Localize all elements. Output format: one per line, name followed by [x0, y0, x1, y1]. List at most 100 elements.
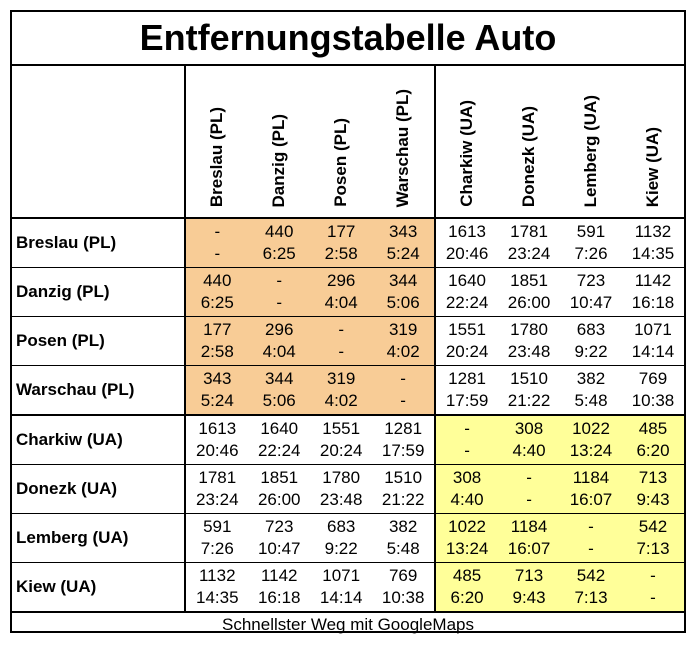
travel-time: 5:24: [200, 391, 234, 410]
distance-cell: 1780 23:48: [498, 316, 561, 366]
distance-cell: 1780 23:48: [310, 464, 373, 514]
distance-cell: 769 10:38: [372, 562, 437, 613]
distance-km: 308: [452, 468, 482, 487]
distance-km: 177: [326, 222, 356, 241]
distance-cell: 1184 16:07: [560, 464, 622, 514]
distance-cell: 319 4:02: [310, 365, 373, 416]
travel-time: 16:18: [631, 293, 675, 312]
distance-cell: 344 5:06: [248, 365, 311, 416]
travel-time: 20:46: [196, 441, 239, 460]
travel-time: 9:43: [512, 588, 546, 607]
travel-time: 7:13: [574, 588, 608, 607]
distance-km: 1613: [198, 419, 237, 438]
travel-time: 4:02: [386, 342, 420, 361]
travel-time: 4:40: [512, 441, 546, 460]
distance-cell: 485 6:20: [621, 415, 684, 465]
travel-time: 16:07: [507, 539, 551, 558]
travel-time: 22:24: [257, 441, 301, 460]
distance-km: 1142: [260, 566, 298, 585]
distance-cell: 1142 16:18: [621, 267, 684, 317]
row-header: Posen (PL): [12, 316, 187, 366]
distance-km: 296: [265, 320, 294, 339]
distance-km: -: [464, 419, 470, 438]
travel-time: -: [400, 391, 406, 410]
travel-time: 21:22: [507, 391, 551, 410]
distance-cell: 319 4:02: [372, 316, 437, 366]
distance-cell: 1281 17:59: [372, 415, 437, 465]
travel-time: 17:59: [381, 441, 425, 460]
travel-time: 2:58: [200, 342, 234, 361]
distance-cell: --: [498, 464, 561, 514]
distance-cell: 344 5:06: [372, 267, 437, 317]
distance-cell: 177 2:58: [185, 316, 249, 366]
distance-km: 1022: [572, 419, 610, 438]
distance-km: -: [276, 271, 283, 290]
page-title: Entfernungstabelle Auto: [12, 12, 684, 66]
distance-km: 177: [203, 320, 232, 339]
distance-cell: 1281 17:59: [435, 365, 499, 416]
travel-time: 13:24: [569, 441, 613, 460]
distance-cell: 1613 20:46: [185, 415, 249, 465]
distance-km: 713: [514, 566, 544, 585]
distance-cell: 1022 13:24: [435, 513, 499, 563]
distance-cell: 1781 23:24: [498, 218, 561, 268]
travel-time: 10:47: [569, 293, 613, 312]
distance-grid: Breslau (PL) Danzig (PL) Posen (PL) Warscha…: [12, 66, 684, 613]
header-row: Breslau (PL) Danzig (PL) Posen (PL) Warscha…: [12, 66, 684, 219]
distance-km: 319: [326, 369, 356, 388]
table-row: Kiew (UA) 1132 14:35 1142 16:18 1071 14:14 769 1…: [12, 562, 684, 613]
distance-km: 344: [265, 369, 294, 388]
row-header: Warschau (PL): [12, 365, 187, 416]
travel-time: 5:48: [574, 391, 608, 410]
table-row: Posen (PL) 177 2:58 296 4:04- -319 4:02 1551 20:…: [12, 316, 684, 366]
distance-cell: 1551 20:24: [435, 316, 499, 366]
distance-cell: 591 7:26: [560, 218, 622, 268]
distance-cell: 1851 26:00: [248, 464, 311, 514]
distance-km: 1510: [384, 468, 423, 487]
distance-km: 1071: [322, 566, 361, 585]
distance-cell: --: [435, 415, 499, 465]
travel-time: 6:25: [200, 293, 234, 312]
distance-km: 683: [326, 517, 356, 536]
distance-km: 1071: [634, 320, 672, 339]
distance-km: 1851: [260, 468, 299, 487]
column-header: Danzig (PL): [248, 66, 311, 219]
travel-time: 14:35: [631, 244, 675, 263]
travel-time: 14:14: [631, 342, 675, 361]
distance-cell: 1022 13:24: [560, 415, 622, 465]
distance-km: 1780: [510, 320, 548, 339]
travel-time: 4:40: [450, 490, 484, 509]
distance-km: 542: [638, 517, 668, 536]
distance-table: Entfernungstabelle Auto Breslau (PL) Danz…: [10, 10, 686, 634]
column-header: Donezk (UA): [498, 66, 561, 219]
distance-km: 1780: [322, 468, 361, 487]
distance-cell: 308 4:40: [498, 415, 561, 465]
travel-time: 9:22: [574, 342, 608, 361]
travel-time: 14:35: [196, 588, 239, 607]
distance-cell: 1851 26:00: [498, 267, 561, 317]
travel-time: 22:24: [445, 293, 489, 312]
distance-cell: 1551 20:24: [310, 415, 373, 465]
travel-time: -: [338, 342, 345, 361]
distance-cell: 713 9:43: [621, 464, 684, 514]
travel-time: 10:38: [631, 391, 675, 410]
travel-time: -: [588, 539, 594, 558]
travel-time: -: [464, 441, 470, 460]
distance-km: 1781: [510, 222, 548, 241]
distance-cell: 382 5:48: [372, 513, 437, 563]
distance-cell: 485 6:20: [435, 562, 499, 613]
distance-cell: 542 7:13: [560, 562, 622, 613]
distance-cell: 382 5:48: [560, 365, 622, 416]
distance-cell: 343 5:24: [185, 365, 249, 416]
distance-cell: --: [185, 218, 249, 268]
column-header-label: Warschau (PL): [393, 88, 413, 207]
travel-time: 26:00: [257, 490, 301, 509]
travel-time: 6:20: [450, 588, 484, 607]
distance-km: -: [214, 222, 221, 241]
distance-cell: 1640 22:24: [248, 415, 311, 465]
distance-km: 382: [576, 369, 606, 388]
distance-cell: 1142 16:18: [248, 562, 311, 613]
distance-km: 343: [203, 369, 232, 388]
distance-cell: 296 4:04: [248, 316, 311, 366]
column-header: Charkiw (UA): [435, 66, 499, 219]
